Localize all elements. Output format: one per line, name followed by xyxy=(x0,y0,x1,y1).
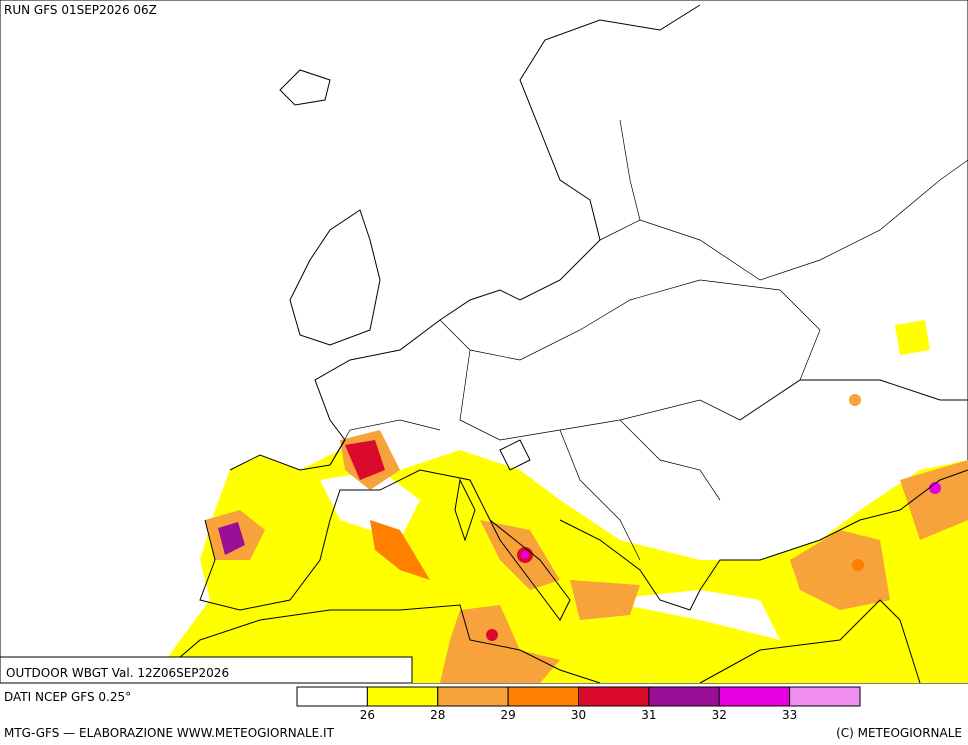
coastlines xyxy=(149,4,968,684)
zone-31 xyxy=(218,522,245,555)
legend-box xyxy=(718,686,791,707)
legend-box xyxy=(366,686,439,707)
zone-32 xyxy=(521,551,529,559)
zone-30 xyxy=(486,629,498,641)
zone-28 xyxy=(900,460,968,540)
zone-32 xyxy=(929,482,941,494)
legend-tick-label: 33 xyxy=(782,708,797,722)
legend-tick-label: 28 xyxy=(430,708,445,722)
legend-tick-label: 31 xyxy=(641,708,656,722)
zone-28 xyxy=(790,530,890,610)
zone-29 xyxy=(370,520,430,580)
legend-tick-label: 29 xyxy=(500,708,515,722)
map: RUN GFS 01SEP2026 06Z OUTDOOR WBGT Val. … xyxy=(0,0,968,684)
zone-28 xyxy=(440,605,560,683)
legend-box xyxy=(507,686,579,707)
cool-area xyxy=(600,590,780,640)
legend-tick-label: 30 xyxy=(571,708,586,722)
footer-left: MTG-GFS — ELABORAZIONE WWW.METEOGIORNALE… xyxy=(4,726,335,740)
zone-30 xyxy=(345,440,385,480)
legend-box xyxy=(789,686,861,707)
title: OUTDOOR WBGT Val. 12Z06SEP2026 xyxy=(6,666,229,680)
cool-area xyxy=(320,470,420,540)
run-label: RUN GFS 01SEP2026 06Z xyxy=(4,3,157,17)
legend-tick-label: 26 xyxy=(360,708,375,722)
legend-box xyxy=(437,686,509,707)
legend-tick-label: 32 xyxy=(712,708,727,722)
zone-29 xyxy=(852,559,864,571)
zone-28 xyxy=(849,394,861,406)
legend-box xyxy=(296,686,368,707)
title-box xyxy=(0,656,413,684)
source: DATI NCEP GFS 0.25° xyxy=(4,690,131,704)
zone-28 xyxy=(570,580,640,620)
color-legend: 26 28 29 30 31 32 33 xyxy=(296,686,861,722)
footer-right: (C) METEOGIORNALE xyxy=(836,726,962,740)
legend-box xyxy=(648,686,720,707)
legend-box xyxy=(578,686,650,707)
zone-26 xyxy=(895,320,930,355)
